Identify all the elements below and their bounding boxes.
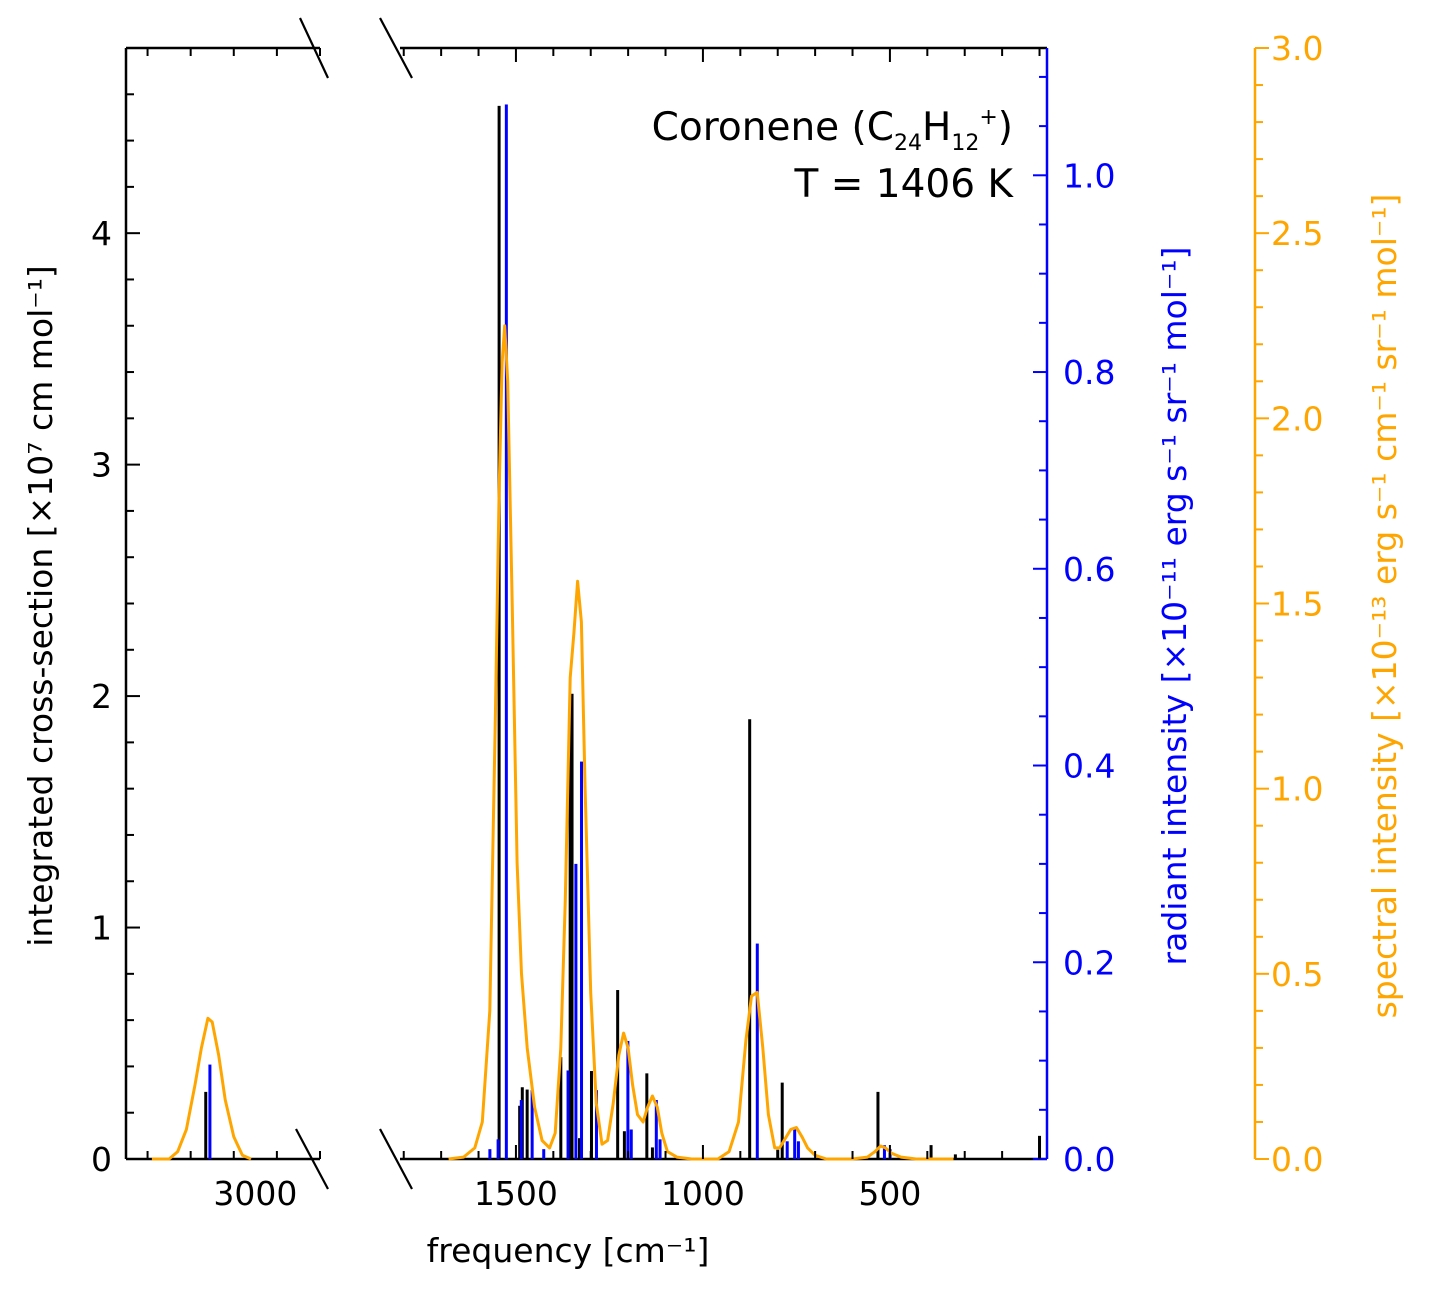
left-y-tick-label: 3 bbox=[91, 446, 112, 485]
y-axis-label-right-radiant: radiant intensity [×10⁻¹¹ erg s⁻¹ sr⁻¹ m… bbox=[1155, 247, 1194, 966]
cross-section-bar bbox=[780, 1082, 784, 1159]
annot-close: ) bbox=[998, 105, 1013, 150]
radiant-bar bbox=[519, 1099, 523, 1159]
annot-mid: H bbox=[922, 105, 951, 150]
spectral-tick-label: 3.0 bbox=[1271, 29, 1323, 68]
cross-section-bar bbox=[525, 1089, 529, 1159]
chart-annotation-temperature: T = 1406 K bbox=[793, 162, 1014, 207]
cross-section-bar bbox=[570, 693, 574, 1159]
radiant-tick-label: 0.0 bbox=[1063, 1140, 1115, 1179]
cross-section-bars bbox=[204, 105, 1042, 1159]
cross-section-bar bbox=[578, 1138, 582, 1159]
radiant-tick-label: 0.4 bbox=[1063, 747, 1115, 786]
radiant-tick-label: 0.6 bbox=[1063, 550, 1115, 589]
annot-sub1: 24 bbox=[894, 131, 922, 156]
cross-section-bar bbox=[645, 1073, 649, 1159]
radiant-tick-label: 0.2 bbox=[1063, 943, 1115, 982]
radiant-bar bbox=[594, 1090, 598, 1159]
radiant-bar bbox=[542, 1149, 546, 1159]
radiant-bar bbox=[626, 1040, 630, 1159]
left-y-tick-label: 1 bbox=[91, 909, 112, 948]
radiant-tick-label: 0.8 bbox=[1063, 353, 1115, 392]
spectral-tick-label: 2.0 bbox=[1271, 399, 1323, 438]
radiant-bar bbox=[488, 1149, 492, 1159]
left-y-tick-label: 0 bbox=[91, 1140, 112, 1179]
x-tick-label: 1000 bbox=[661, 1174, 745, 1213]
spectral-tick-label: 1.0 bbox=[1271, 770, 1323, 809]
cross-section-bar bbox=[518, 1105, 522, 1159]
spectral-tick-label: 0.5 bbox=[1271, 955, 1323, 994]
radiant-bar bbox=[208, 1064, 212, 1159]
x-tick-label: 1500 bbox=[474, 1174, 558, 1213]
spectral-curve-left-segment bbox=[151, 1016, 252, 1161]
cross-section-bar bbox=[748, 719, 752, 1159]
x-axis-label: frequency [cm⁻¹] bbox=[427, 1231, 710, 1270]
axis-ticks bbox=[126, 47, 1269, 1160]
radiant-bar bbox=[658, 1139, 662, 1159]
x-tick-label: 500 bbox=[858, 1174, 921, 1213]
annot-name: Coronene (C bbox=[652, 105, 894, 150]
y-axis-label-right-spectral: spectral intensity [×10⁻¹³ erg s⁻¹ cm⁻¹ … bbox=[1365, 194, 1404, 1019]
left-y-tick-label: 4 bbox=[91, 214, 112, 253]
radiant-bar bbox=[629, 1129, 633, 1159]
radiant-bar bbox=[496, 1139, 500, 1159]
radiant-bar bbox=[530, 1090, 534, 1159]
left-y-tick-label: 2 bbox=[91, 677, 112, 716]
spectral-curve-right-segment bbox=[448, 324, 954, 1161]
cross-section-bar bbox=[953, 1154, 957, 1159]
radiant-bar bbox=[796, 1141, 800, 1159]
radiant-tick-label: 1.0 bbox=[1063, 156, 1115, 195]
radiant-bar bbox=[654, 1099, 658, 1159]
cross-section-bar bbox=[650, 1147, 654, 1159]
cross-section-bar bbox=[568, 707, 572, 1159]
cross-section-bar bbox=[1038, 1135, 1042, 1159]
radiant-bar bbox=[755, 943, 759, 1159]
chart-annotation-molecule: Coronene (C24H12+) bbox=[652, 105, 1013, 156]
radiant-bar bbox=[504, 104, 508, 1160]
spectral-intensity-curve bbox=[151, 324, 954, 1161]
tick-labels: 012340.00.20.40.60.81.00.00.51.01.52.02.… bbox=[91, 29, 1323, 1213]
radiant-bar bbox=[574, 863, 578, 1159]
axis-break-mark bbox=[379, 17, 413, 79]
cross-section-bar bbox=[559, 1057, 563, 1159]
axis-break-mark bbox=[295, 1128, 329, 1190]
spectral-tick-label: 2.5 bbox=[1271, 214, 1323, 253]
cross-section-bar bbox=[876, 1091, 880, 1159]
axis-break-mark bbox=[379, 1128, 413, 1190]
cross-section-bar bbox=[497, 105, 501, 1159]
spectral-tick-label: 0.0 bbox=[1271, 1140, 1323, 1179]
radiant-bar bbox=[793, 1129, 797, 1159]
annot-sup: + bbox=[979, 105, 997, 130]
cross-section-bar bbox=[929, 1145, 933, 1159]
y-axis-label-left: integrated cross-section [×10⁷ cm mol⁻¹] bbox=[21, 265, 60, 947]
radiant-bar bbox=[580, 761, 584, 1159]
spectral-tick-label: 1.5 bbox=[1271, 585, 1323, 624]
cross-section-bar bbox=[204, 1091, 208, 1159]
cross-section-bar bbox=[589, 1071, 593, 1159]
annot-sub2: 12 bbox=[951, 131, 979, 156]
axis-break-mark bbox=[299, 17, 329, 79]
x-tick-label: 3000 bbox=[213, 1174, 297, 1213]
radiant-bar bbox=[785, 1141, 789, 1159]
radiant-bar bbox=[882, 1145, 886, 1159]
radiant-intensity-bars bbox=[208, 104, 892, 1160]
radiant-bar bbox=[566, 1070, 570, 1159]
cross-section-bar bbox=[622, 1131, 626, 1159]
